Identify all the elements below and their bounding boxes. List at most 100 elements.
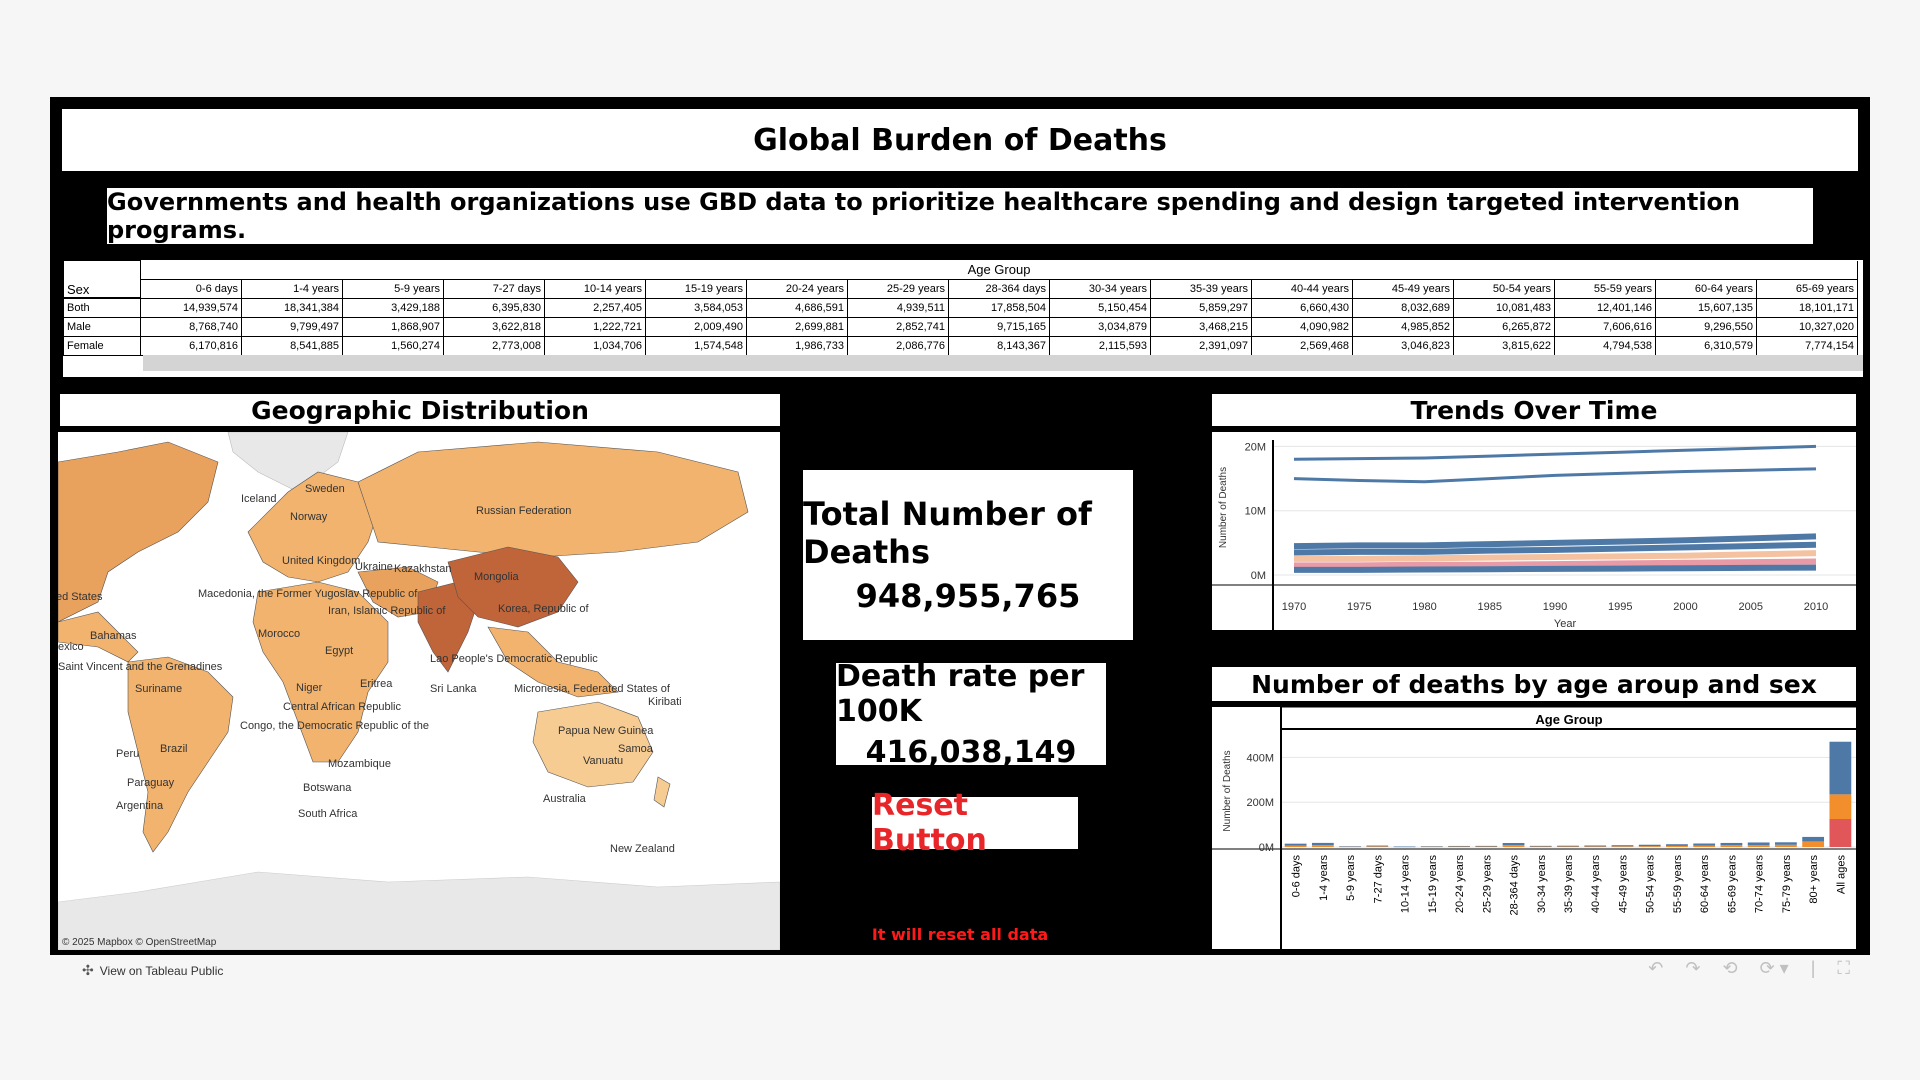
table-cell: 3,468,215: [1150, 317, 1252, 337]
table-cell: 9,799,497: [241, 317, 343, 337]
table-cell: 2,773,008: [443, 336, 545, 356]
reset-button[interactable]: Reset Button: [872, 788, 1078, 858]
age-sex-chart[interactable]: Age Group Number of Deaths 0M 200M 400M 0-6 d…: [1212, 706, 1856, 949]
map-label: Niger: [296, 682, 323, 694]
bar-segment: [1829, 741, 1852, 795]
x-tick-label: 2005: [1739, 601, 1763, 613]
map-label: Argentina: [116, 800, 164, 812]
table-cell: 1,574,548: [645, 336, 747, 356]
bar-segment: [1284, 843, 1307, 846]
y-tick-label: 0M: [1251, 570, 1266, 582]
trend-line: [1294, 558, 1817, 569]
map-label: South Africa: [298, 808, 358, 820]
x-tick-label: 28-364 days: [1509, 855, 1521, 916]
table-cell: 1,560,274: [342, 336, 444, 356]
column-header[interactable]: 60-64 years: [1655, 278, 1757, 299]
column-header[interactable]: 65-69 years: [1756, 278, 1858, 299]
column-header[interactable]: 50-54 years: [1453, 278, 1555, 299]
map-attribution[interactable]: © 2025 Mapbox © OpenStreetMap: [62, 937, 217, 948]
geo-map[interactable]: Iceland Sweden Norway Russian Federation Uni…: [58, 432, 780, 950]
bar-segment: [1829, 819, 1852, 847]
map-label: Kiribati: [648, 696, 682, 708]
table-horizontal-scrollbar[interactable]: [143, 355, 1863, 371]
y-tick-label: 200M: [1246, 797, 1274, 809]
map-label: Iceland: [241, 493, 276, 505]
table-cell: 2,257,405: [544, 297, 646, 318]
map-label: Norway: [290, 511, 328, 523]
trends-title: Trends Over Time: [1212, 394, 1856, 426]
redo-icon[interactable]: ↷: [1685, 958, 1701, 978]
column-header[interactable]: 15-19 years: [645, 278, 747, 299]
china-shape: [447, 546, 579, 628]
table-cell: 5,150,454: [1049, 297, 1151, 318]
column-header[interactable]: 5-9 years: [342, 278, 444, 299]
x-tick-label: 40-44 years: [1590, 855, 1602, 914]
bar-segment: [1584, 846, 1607, 847]
column-header[interactable]: 0-6 days: [140, 278, 242, 299]
map-label: Vanuatu: [583, 755, 623, 767]
fullscreen-icon[interactable]: ⛶: [1837, 958, 1850, 978]
southeast-asia-shape: [487, 626, 619, 698]
column-header[interactable]: 7-27 days: [443, 278, 545, 299]
tableau-public-link[interactable]: ✣ View on Tableau Public: [82, 962, 223, 979]
x-tick-label: 55-59 years: [1672, 855, 1684, 914]
bar-segment: [1393, 846, 1416, 848]
map-label: Russian Federation: [476, 505, 571, 517]
dashboard-subtitle: Governments and health organizations use…: [107, 188, 1813, 244]
map-label: Peru: [116, 748, 139, 760]
x-tick-label: 0-6 days: [1291, 855, 1303, 898]
table-cell: 3,622,818: [443, 317, 545, 337]
column-header[interactable]: 45-49 years: [1352, 278, 1454, 299]
total-deaths-value: 948,955,765: [855, 577, 1081, 615]
separator: |: [1810, 958, 1816, 978]
bar-segment: [1747, 844, 1770, 847]
map-label: Botswana: [303, 782, 352, 794]
column-header[interactable]: 35-39 years: [1150, 278, 1252, 299]
column-header[interactable]: 10-14 years: [544, 278, 646, 299]
bar-segment: [1638, 846, 1661, 847]
bar-segment: [1666, 845, 1688, 847]
trends-svg[interactable]: Number of Deaths 0M 10M 20M 1970 1975 1980 1985…: [1212, 432, 1856, 630]
bar-segment: [1584, 845, 1607, 847]
table-cell: 4,985,852: [1352, 317, 1454, 337]
trends-chart[interactable]: Number of Deaths 0M 10M 20M 1970 1975 1980 1985…: [1212, 432, 1856, 630]
africa-shape: [252, 581, 389, 763]
geo-title: Geographic Distribution: [60, 394, 780, 426]
table-cell: 7,606,616: [1554, 317, 1656, 337]
column-header[interactable]: 25-29 years: [847, 278, 949, 299]
column-header[interactable]: 28-364 days: [948, 278, 1050, 299]
map-label: Australia: [543, 793, 587, 805]
column-header[interactable]: 30-34 years: [1049, 278, 1151, 299]
bar-segment: [1393, 846, 1416, 847]
total-deaths-card: Total Number of Deaths 948,955,765: [803, 470, 1133, 640]
x-tick-label: 50-54 years: [1645, 855, 1657, 914]
age-sex-svg[interactable]: Age Group Number of Deaths 0M 200M 400M 0-6 d…: [1212, 706, 1856, 949]
age-group-crosstab[interactable]: Sex Age Group 0-6 days 1-4 years 5-9 years 7-…: [63, 260, 1863, 377]
column-header[interactable]: 40-44 years: [1251, 278, 1353, 299]
map-label: Micronesia, Federated States of: [514, 683, 671, 695]
bar-segment: [1311, 845, 1334, 847]
y-tick-label: 10M: [1245, 506, 1266, 518]
column-header[interactable]: 55-59 years: [1554, 278, 1656, 299]
table-row[interactable]: Female 6,170,816 8,541,885 1,560,274 2,773,0…: [63, 336, 1858, 356]
table-cell: 4,939,511: [847, 297, 949, 318]
table-cell: 3,429,188: [342, 297, 444, 318]
table-cell: 2,852,741: [847, 317, 949, 337]
map-label: United Kingdom: [282, 555, 360, 567]
x-tick-label: 25-29 years: [1481, 855, 1493, 914]
total-deaths-label: Total Number of Deaths: [803, 495, 1092, 571]
revert-icon[interactable]: ⟲: [1722, 958, 1738, 978]
column-header[interactable]: 1-4 years: [241, 278, 343, 299]
table-cell: 8,143,367: [948, 336, 1050, 356]
map-label: Mongolia: [474, 571, 520, 583]
refresh-icon[interactable]: ⟳ ▾: [1759, 958, 1789, 978]
map-label: Iran, Islamic Republic of: [328, 605, 446, 617]
table-row[interactable]: Male 8,768,740 9,799,497 1,868,907 3,622,818…: [63, 317, 1858, 337]
undo-icon[interactable]: ↶: [1648, 958, 1664, 978]
table-row[interactable]: Both 14,939,574 18,341,384 3,429,188 6,395,8…: [63, 297, 1858, 318]
bar-segment: [1448, 846, 1470, 848]
world-map[interactable]: Iceland Sweden Norway Russian Federation Uni…: [58, 432, 780, 950]
column-header[interactable]: 20-24 years: [746, 278, 848, 299]
map-label: Morocco: [258, 628, 300, 640]
map-label: Sweden: [305, 483, 345, 495]
